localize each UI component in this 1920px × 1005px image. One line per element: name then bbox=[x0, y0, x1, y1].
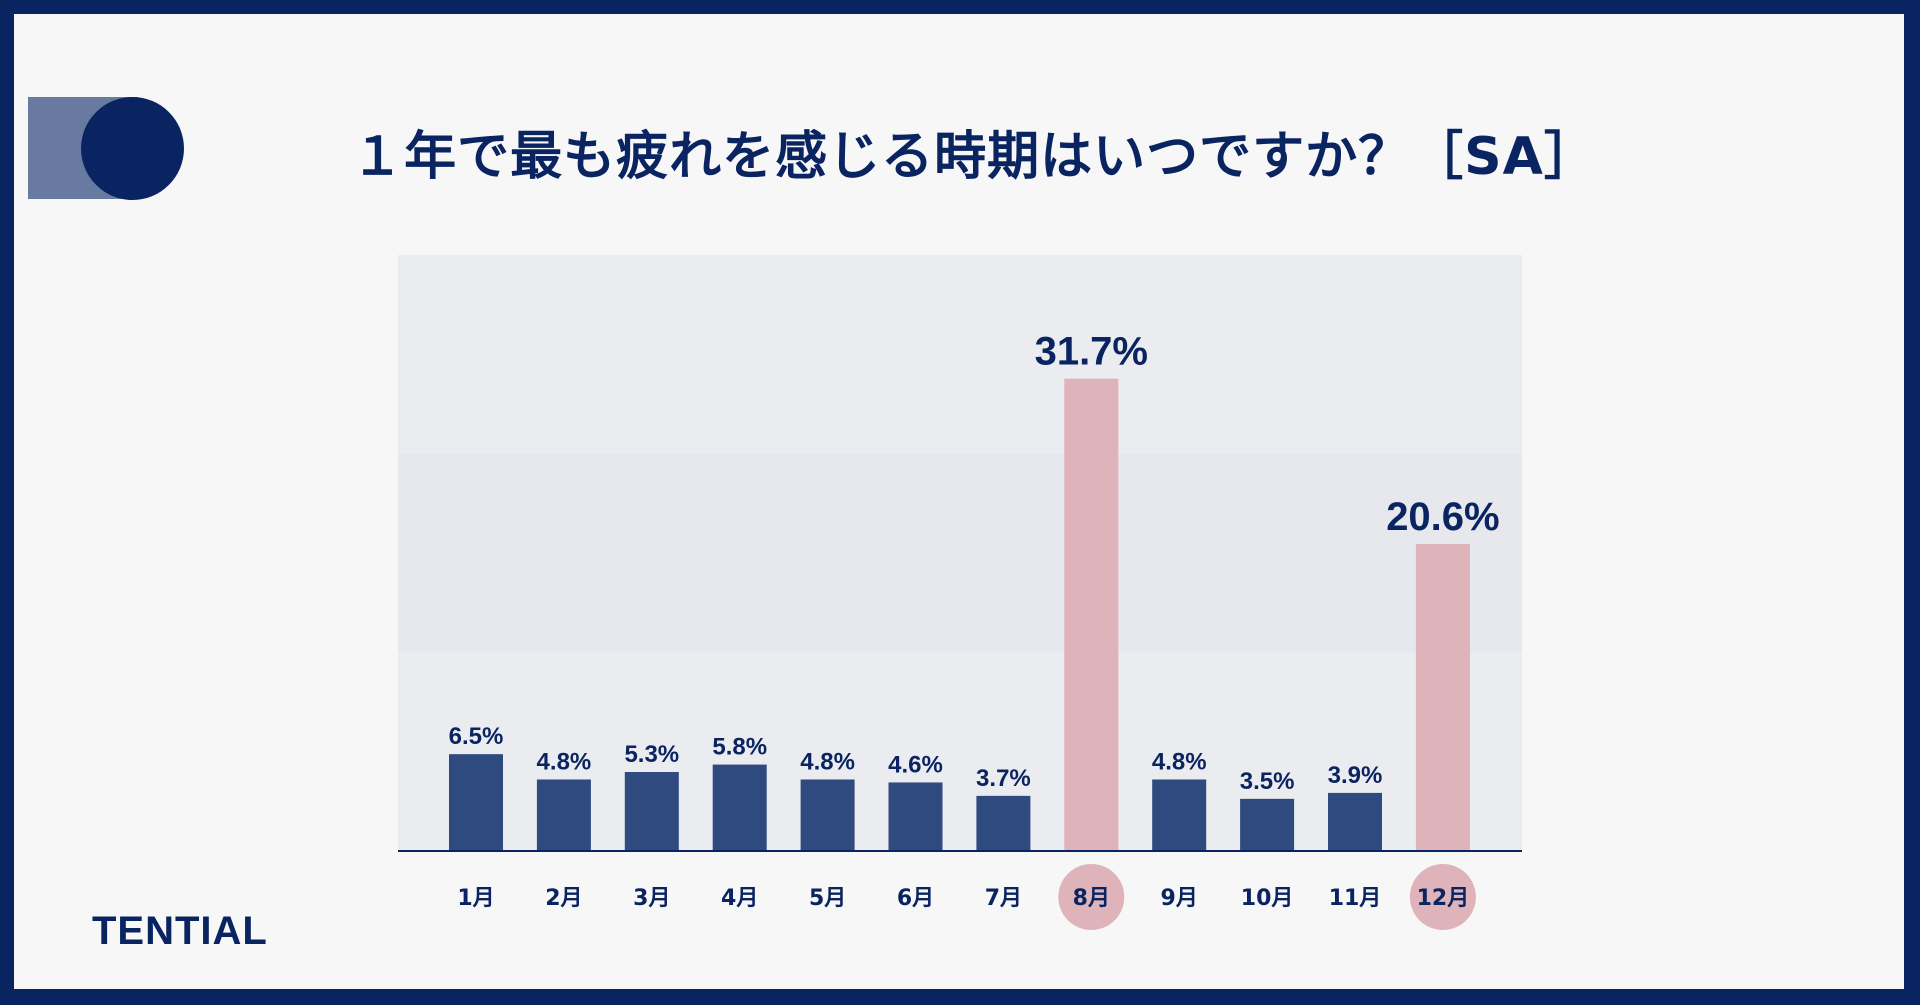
chart-value-labels: 6.5% 4.8% 5.3% 5.8% 4.8% 4.6% 3.7% 31.7% 4.8% 3.5… bbox=[449, 330, 1500, 795]
tick-label-8: 8月 bbox=[1073, 886, 1110, 911]
value-label-2: 4.8% bbox=[537, 748, 592, 775]
x-axis-tick-labels: 1月 2月 3月 4月 5月 6月 7月 8月 9月 10月 11月 12月 bbox=[457, 864, 1476, 930]
bar-11 bbox=[1328, 792, 1382, 851]
tick-highlight-12 bbox=[1409, 864, 1476, 930]
tick-label-11: 11月 bbox=[1329, 886, 1382, 911]
bar-7 bbox=[976, 795, 1031, 851]
bar-1 bbox=[449, 754, 503, 851]
value-label-9: 4.8% bbox=[1152, 748, 1207, 775]
tick-label-4: 4月 bbox=[721, 886, 758, 911]
value-label-10: 3.5% bbox=[1240, 768, 1295, 795]
bar-12 bbox=[1415, 544, 1470, 851]
value-label-7: 3.7% bbox=[976, 765, 1031, 792]
chart-band-top bbox=[398, 255, 1522, 454]
bar-8 bbox=[1064, 378, 1119, 851]
tick-label-6: 6月 bbox=[897, 886, 934, 911]
bar-4 bbox=[712, 764, 767, 851]
decorative-circle bbox=[81, 97, 184, 200]
bar-2 bbox=[536, 779, 591, 851]
value-label-12: 20.6% bbox=[1386, 495, 1499, 539]
chart-band-middle bbox=[398, 453, 1522, 653]
tick-label-1: 1月 bbox=[457, 886, 494, 911]
tick-label-2: 2月 bbox=[545, 886, 582, 911]
bar-5 bbox=[800, 779, 855, 851]
bar-3 bbox=[624, 772, 679, 851]
brand-logo: TENTIAL bbox=[92, 909, 268, 953]
bar-9 bbox=[1152, 779, 1207, 851]
value-label-8: 31.7% bbox=[1035, 330, 1148, 374]
bar-10 bbox=[1240, 798, 1295, 851]
tick-label-9: 9月 bbox=[1161, 886, 1198, 911]
bar-6 bbox=[888, 782, 943, 851]
page-title: １年で最も疲れを感じる時期はいつですか？［SA］ bbox=[351, 127, 1597, 187]
value-label-6: 4.6% bbox=[888, 751, 943, 778]
tick-label-5: 5月 bbox=[809, 886, 846, 911]
value-label-11: 3.9% bbox=[1328, 762, 1383, 789]
value-label-1: 6.5% bbox=[449, 723, 504, 750]
value-label-3: 5.3% bbox=[624, 741, 679, 768]
tick-label-3: 3月 bbox=[633, 886, 670, 911]
tick-label-7: 7月 bbox=[985, 886, 1022, 911]
chart-bars bbox=[449, 378, 1470, 851]
value-label-5: 4.8% bbox=[800, 748, 855, 775]
tick-label-12: 12月 bbox=[1417, 886, 1470, 911]
tick-label-10: 10月 bbox=[1241, 886, 1294, 911]
value-label-4: 5.8% bbox=[712, 734, 767, 761]
tick-highlight-8 bbox=[1058, 864, 1125, 930]
